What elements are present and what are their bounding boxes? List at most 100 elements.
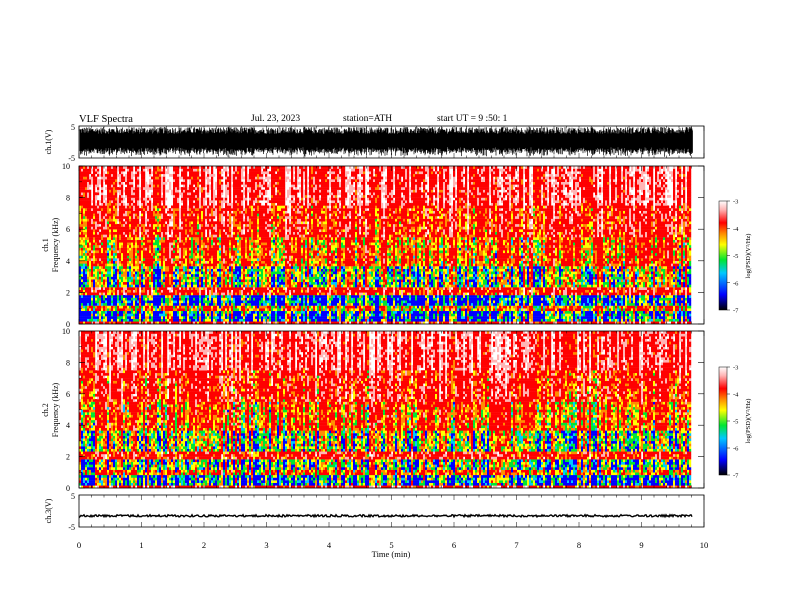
ch1-spectrogram-cell <box>89 300 91 303</box>
ch1-spectrogram-cell <box>109 269 111 272</box>
ch1-spectrogram-cell <box>83 232 85 235</box>
ch1-spectrogram-cell <box>97 211 99 214</box>
ch1-spectrogram-cell <box>87 224 89 227</box>
ch1-spectrogram-cell <box>91 258 93 261</box>
ch1-spectrogram-cell <box>101 232 103 235</box>
ch1-spectrogram-cell <box>95 277 97 280</box>
ch1-spectrogram-cell <box>95 203 97 206</box>
ch1-spectrogram-cell <box>87 248 89 251</box>
ch1-spectrogram-cell <box>103 211 105 214</box>
ch1-spectrogram-cell <box>83 277 85 280</box>
ch1-spectrogram-cell <box>87 203 89 206</box>
ch1-spectrogram-cell <box>91 279 93 282</box>
ch1-spectrogram-cell <box>81 271 83 274</box>
ch1-spectrogram-cell <box>89 213 91 216</box>
ch1-spectrogram-cell <box>113 237 115 240</box>
ch1-spectrogram-cell <box>85 195 87 198</box>
ch1-spectrogram-cell <box>107 279 109 282</box>
ch1-spectrogram-cell <box>87 271 89 274</box>
ch1-spectrogram-cell <box>107 311 109 314</box>
ch1-spectrogram-cell <box>101 195 103 198</box>
ch1-spectrogram-cell <box>101 190 103 193</box>
ch1-spectrogram-cell <box>109 300 111 303</box>
ch1-spectrogram-cell <box>83 282 85 285</box>
ch1-spectrogram-cell <box>111 237 113 240</box>
ch1-spectrogram-cell <box>101 203 103 206</box>
ch1-spectrogram-cell <box>95 206 97 209</box>
ch1-spectrogram-cell <box>89 285 91 288</box>
ch1-spectrogram-cell <box>93 192 95 195</box>
ch1-spectrogram-cell <box>107 250 109 253</box>
ch1-spectrogram-cell <box>83 219 85 222</box>
ch1-spectrogram-cell <box>103 253 105 256</box>
ch1-spectrogram-cell <box>99 295 101 298</box>
ch1-spectrogram-cell <box>97 200 99 203</box>
ch1-spectrogram-cell <box>99 221 101 224</box>
ch1-spectrogram-cell <box>87 216 89 219</box>
ch1-spectrogram-cell <box>101 282 103 285</box>
ch1-spectrogram-cell <box>113 261 115 264</box>
ch1-spectrogram-cell <box>87 192 89 195</box>
ch1-spectrogram-cell <box>111 190 113 193</box>
ch1-spectrogram-cell <box>109 292 111 295</box>
ch1-spectrogram-cell <box>87 266 89 269</box>
ch1-spectrogram-cell <box>83 206 85 209</box>
ch1-spectrogram-cell <box>113 171 115 174</box>
ch1-spectrogram-cell <box>101 240 103 243</box>
ch1-spectrogram-cell <box>101 211 103 214</box>
ch1-spectrogram-cell <box>89 261 91 264</box>
ch1-spectrogram-cell <box>99 271 101 274</box>
ch1-spectrogram-cell <box>99 250 101 253</box>
ch1-spectrogram-cell <box>87 256 89 259</box>
ch1-spectrogram-cell <box>97 277 99 280</box>
ch1-spectrogram-cell <box>103 174 105 177</box>
ch1-spectrogram-cell <box>111 182 113 185</box>
ch1-spectrogram-cell <box>107 216 109 219</box>
ch1-spectrogram-cell <box>93 208 95 211</box>
ch1-spectrogram-cell <box>105 263 107 266</box>
ch1-spectrogram-cell <box>89 316 91 319</box>
ch1-spectrogram-cell <box>99 248 101 251</box>
ch1-spectrogram-cell <box>109 250 111 253</box>
ch1-spectrogram-cell <box>103 208 105 211</box>
ch1-spectrogram-cell <box>97 298 99 301</box>
ch1-spectrogram-cell <box>103 308 105 311</box>
ch1-spectrogram-cell <box>95 229 97 232</box>
ch1-spectrogram-cell <box>99 300 101 303</box>
ch1-spectrogram-cell <box>91 261 93 264</box>
ch1-spectrogram-cell <box>99 219 101 222</box>
ch1-spectrogram-cell <box>107 263 109 266</box>
ch1-spectrogram-cell <box>113 245 115 248</box>
ch1-spectrogram-cell <box>103 203 105 206</box>
ch1-spectrogram-cell <box>85 221 87 224</box>
ch1-spectrogram-cell <box>99 319 101 322</box>
ch1-spectrogram-cell <box>103 221 105 224</box>
ch1-spectrogram-cell <box>81 313 83 316</box>
ch1-spectrogram-cell <box>83 248 85 251</box>
ch1-spectrogram-cell <box>99 258 101 261</box>
ch1-spectrogram-cell <box>91 256 93 259</box>
ch1-spectrogram-cell <box>91 298 93 301</box>
ch1-spectrogram-cell <box>103 292 105 295</box>
ch1-spectrogram-cell <box>93 258 95 261</box>
ch1-spectrogram-cell <box>105 208 107 211</box>
ch1-spectrogram-cell <box>91 287 93 290</box>
ch1-spectrogram-cell <box>83 313 85 316</box>
ch1-spectrogram-cell <box>95 182 97 185</box>
ch1-spectrogram-cell <box>103 179 105 182</box>
ch1-spectrogram-cell <box>99 234 101 237</box>
ch1-spectrogram-cell <box>109 245 111 248</box>
ch1-spectrogram-cell <box>101 306 103 309</box>
ch1-spectrogram-cell <box>105 216 107 219</box>
ch1-spectrogram-cell <box>109 190 111 193</box>
ch1-spectrogram-cell <box>101 237 103 240</box>
ch1-spectrogram-cell <box>95 295 97 298</box>
ch1-spectrogram-cell <box>83 253 85 256</box>
ch1-spectrogram-cell <box>89 224 91 227</box>
ch1-spectrogram-cell <box>113 253 115 256</box>
vlf-figure: 5 -5 ch.1(V) 0246810 ch.1 Frequency (kHz… <box>0 0 792 612</box>
ch1-spectrogram-cell <box>83 174 85 177</box>
ch1-spectrogram-cell <box>83 306 85 309</box>
ch1-spectrogram-cell <box>101 242 103 245</box>
ch1-spectrogram-cell <box>113 211 115 214</box>
